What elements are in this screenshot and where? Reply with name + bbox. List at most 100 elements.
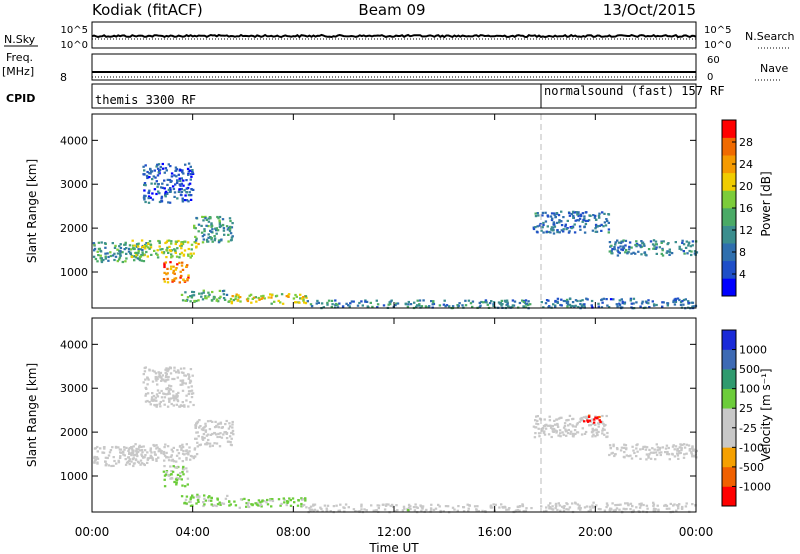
velocity-cell [142,463,146,466]
power-cell [143,173,146,176]
velocity-cell [605,506,608,509]
power-cell [407,300,410,304]
power-cell [176,263,179,266]
velocity-cell [189,454,193,458]
power-cell [246,299,250,303]
power-cell [133,244,136,247]
velocity-cell [153,444,156,448]
velocity-cell [651,447,654,450]
velocity-ytick-label: 4000 [60,338,88,351]
velocity-cell [139,459,143,462]
power-cell [197,223,201,226]
velocity-cell [691,445,694,448]
velocity-cell [289,499,292,502]
power-cell [209,236,212,239]
power-cell [195,299,198,303]
power-cell [180,187,183,191]
velocity-cell [579,507,582,510]
velocity-cell [626,502,629,505]
velocity-cell [557,417,561,420]
velocity-cell [177,371,180,374]
power-cell [621,300,624,303]
power-cell [556,300,559,303]
velocity-cell [216,503,220,506]
velocity-cell [181,381,184,384]
power-cell [103,242,107,245]
velocity-cell [176,466,179,469]
power-cell [225,293,229,296]
power-cell [629,297,633,300]
power-cell [608,250,611,253]
velocity-cell [647,455,650,458]
velocity-cell [601,414,604,418]
power-cell [173,174,176,177]
velocity-cell [163,485,167,488]
velocity-cell [183,367,186,370]
power-cell [218,223,222,226]
power-cell [181,261,184,264]
velocity-cell [175,371,178,374]
power-cell [146,170,149,174]
velocity-cell [185,399,188,402]
power-colorbar-segment [722,137,736,156]
power-cell [546,225,549,228]
power-cell [336,303,339,306]
power-cell [668,253,671,256]
power-cell [568,230,571,233]
velocity-cell [588,419,591,422]
velocity-cell [595,431,598,434]
velocity-cell [534,419,537,422]
power-cell [180,182,184,185]
power-cell [230,226,234,229]
power-colorbar-label-tick: 12 [739,224,753,237]
power-cell [552,232,556,235]
velocity-cell [571,502,574,505]
power-cell [545,230,548,233]
velocity-cell [109,449,113,452]
power-cell [553,225,557,228]
power-cell [593,216,597,219]
power-cell [183,280,186,283]
power-cell [336,306,340,309]
velocity-cell [157,456,160,459]
velocity-cell [155,447,158,450]
power-cell [624,251,627,254]
power-cell [164,195,167,198]
power-cell [488,302,492,305]
power-cell [156,249,159,252]
power-cell [661,249,664,252]
velocity-cell [220,502,224,505]
power-cell [166,272,169,275]
power-cell [168,201,172,204]
power-cell [688,249,691,253]
velocity-cell [168,399,171,402]
velocity-cell [170,470,173,473]
power-cell [273,300,276,303]
power-cell [173,277,176,280]
velocity-cell [677,457,680,460]
power-cell [201,235,205,238]
velocity-cell [225,437,229,440]
power-cell [619,306,622,309]
power-cell [104,246,107,249]
power-cell [687,244,690,247]
power-cell [686,252,689,255]
velocity-cell [603,509,607,512]
velocity-cell [203,436,206,440]
power-cell [482,301,485,304]
power-cell [448,305,451,308]
velocity-cell [347,506,350,509]
power-cell [211,290,214,294]
velocity-cell [271,499,275,503]
velocity-cell [185,456,188,460]
velocity-cell [432,508,436,511]
velocity-cell [220,436,224,439]
velocity-panel-frame [91,317,697,513]
power-cell [670,252,674,255]
velocity-cell [384,504,388,507]
power-cell [628,245,631,248]
power-cell [654,240,658,243]
velocity-cell [104,456,108,459]
